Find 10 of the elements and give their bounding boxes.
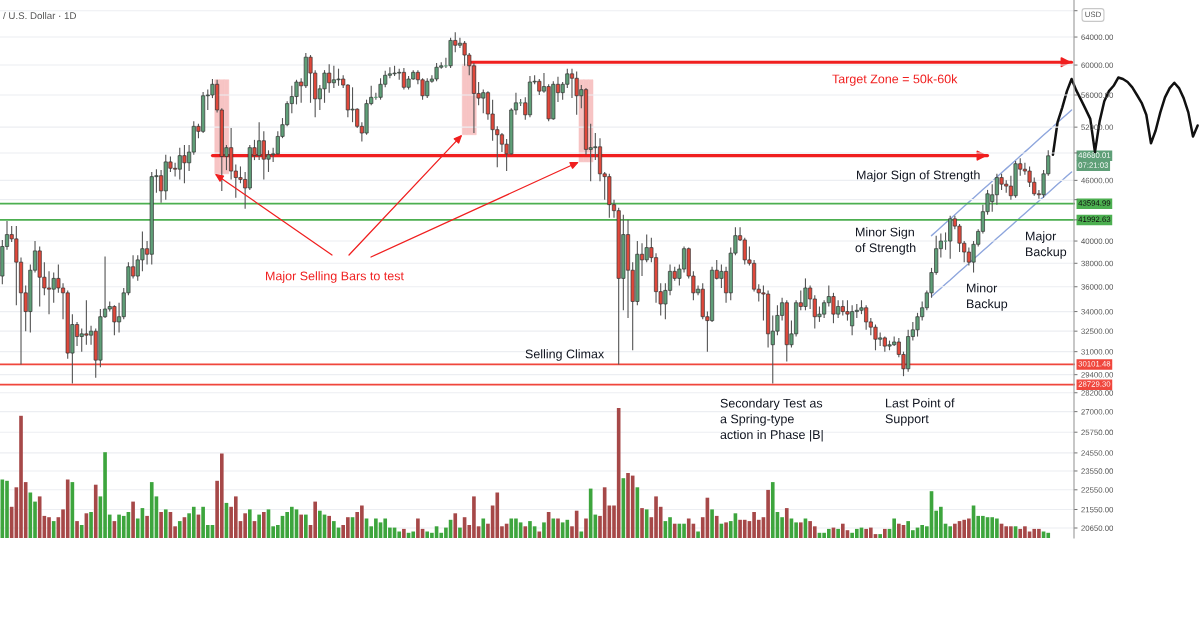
annotation: Minor Sign of Strength: [855, 227, 916, 255]
annotation: Major Backup: [1026, 231, 1067, 259]
text: / U.S. Dollar · 1D: [3, 11, 77, 20]
annotation: Target Zone = 50k-60k: [832, 74, 958, 86]
annotation: Major Sign of Strength: [857, 170, 980, 182]
annotation: Secondary Test as a Spring-type action in Phase |B|: [720, 398, 823, 442]
annotation: Major Selling Bars to test: [266, 271, 404, 283]
annotation: Selling Climax: [525, 349, 605, 361]
annotation: Minor Backup: [967, 283, 1008, 311]
annotation: Last Point of Support: [885, 398, 955, 426]
